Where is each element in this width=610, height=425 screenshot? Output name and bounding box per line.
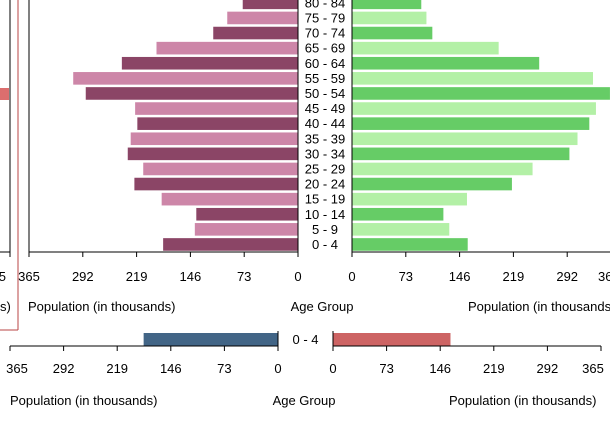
right-tick-label-0: 0 xyxy=(348,269,355,284)
right-bar-15 xyxy=(352,11,427,25)
right-tick-label-0: 0 xyxy=(329,361,336,376)
secondary-bars xyxy=(143,333,451,346)
right-bar-16 xyxy=(352,0,422,10)
age-label-7: 35 - 39 xyxy=(305,131,345,146)
right-bar-9 xyxy=(352,102,596,115)
left-bar-5 xyxy=(143,162,298,176)
left-tick-label-0: 365 xyxy=(6,361,28,376)
right-bar-1 xyxy=(352,223,450,236)
left-tick-label-2: 219 xyxy=(126,269,148,284)
left-bar-3 xyxy=(161,192,298,206)
left-axis-title: Population (in thousands) xyxy=(10,393,157,408)
right-tick-label-5: 365 xyxy=(582,361,604,376)
age-label-2: 10 - 14 xyxy=(305,207,345,222)
age-label-13: 65 - 69 xyxy=(305,41,345,56)
right-bar-3 xyxy=(352,192,467,206)
left-tick-label-0: 365 xyxy=(18,269,40,284)
right-tick-label-5-partial: 36 xyxy=(598,269,610,284)
age-label-0: 0 - 4 xyxy=(292,332,318,347)
edge-tick-label: 365 xyxy=(0,269,6,284)
right-bar-14 xyxy=(352,26,433,40)
right-bar-8 xyxy=(352,117,590,130)
main-axes: 365 292 219 146 73 0 0 73 146 219 292 36 Population … xyxy=(18,0,610,314)
left-bar-16 xyxy=(242,0,298,10)
right-bar-13 xyxy=(352,41,499,55)
age-label-9: 45 - 49 xyxy=(305,101,345,116)
population-pyramid-secondary: 0 - 4 365 292 219 146 73 0 0 73 146 219 292 365 Popu… xyxy=(6,331,604,408)
left-tick-label-1: 292 xyxy=(53,361,75,376)
age-label-10: 50 - 54 xyxy=(305,86,345,101)
secondary-age-labels: 0 - 4 xyxy=(292,332,318,347)
left-bar-6 xyxy=(127,147,298,161)
left-bar-15 xyxy=(227,11,298,25)
age-label-0: 0 - 4 xyxy=(312,237,338,252)
right-bar-0 xyxy=(352,238,468,251)
age-label-12: 60 - 64 xyxy=(305,56,345,71)
left-bar-11 xyxy=(73,72,298,85)
main-bars xyxy=(73,0,610,251)
age-label-4: 20 - 24 xyxy=(305,177,345,192)
age-label-1: 5 - 9 xyxy=(312,222,338,237)
left-bar-1 xyxy=(194,223,298,236)
left-tick-label-5: 0 xyxy=(294,269,301,284)
right-tick-label-3: 219 xyxy=(503,269,525,284)
right-bar-12 xyxy=(352,56,540,70)
left-tick-label-1: 292 xyxy=(72,269,94,284)
edge-bar-fragment xyxy=(0,88,9,100)
age-label-15: 75 - 79 xyxy=(305,10,345,25)
age-label-11: 55 - 59 xyxy=(305,71,345,86)
right-bar-5 xyxy=(352,162,533,176)
left-tick-label-3: 146 xyxy=(180,269,202,284)
age-label-5: 25 - 29 xyxy=(305,161,345,176)
right-axis-title: Population (in thousands) xyxy=(449,393,596,408)
left-tick-label-2: 219 xyxy=(106,361,128,376)
edge-axis-title: s) xyxy=(0,299,11,314)
left-bar-9 xyxy=(135,102,298,115)
left-bar-2 xyxy=(196,207,298,221)
right-axis-title: Population (in thousands) xyxy=(468,299,610,314)
right-tick-label-1: 73 xyxy=(399,269,413,284)
left-bar-7 xyxy=(130,132,298,146)
age-label-8: 40 - 44 xyxy=(305,116,345,131)
right-bar-0 xyxy=(333,333,451,346)
left-axis-title: Population (in thousands) xyxy=(28,299,175,314)
left-edge-fragments: 365 s) xyxy=(0,0,19,331)
left-bar-10 xyxy=(85,87,298,100)
left-tick-label-3: 146 xyxy=(160,361,182,376)
left-bar-13 xyxy=(156,41,298,55)
right-tick-label-1: 73 xyxy=(379,361,393,376)
age-label-14: 70 - 74 xyxy=(305,26,345,41)
right-bar-10 xyxy=(352,87,610,100)
right-bar-4 xyxy=(352,177,512,191)
left-bar-0 xyxy=(163,238,298,251)
right-tick-label-4: 292 xyxy=(556,269,578,284)
center-axis-title: Age Group xyxy=(273,393,336,408)
left-bar-8 xyxy=(137,117,298,130)
center-axis-title: Age Group xyxy=(291,299,354,314)
right-tick-label-4: 292 xyxy=(537,361,559,376)
right-tick-label-2: 146 xyxy=(449,269,471,284)
left-tick-label-4: 73 xyxy=(217,361,231,376)
right-tick-label-3: 219 xyxy=(483,361,505,376)
left-bar-0 xyxy=(143,333,278,346)
left-bar-4 xyxy=(134,177,298,191)
right-tick-label-2: 146 xyxy=(429,361,451,376)
right-bar-6 xyxy=(352,147,570,161)
age-label-16: 80 - 84 xyxy=(305,0,345,10)
right-bar-11 xyxy=(352,72,593,85)
left-bar-14 xyxy=(213,26,298,40)
left-bar-12 xyxy=(121,56,298,70)
age-label-3: 15 - 19 xyxy=(305,192,345,207)
age-label-6: 30 - 34 xyxy=(305,146,345,161)
right-bar-2 xyxy=(352,207,444,221)
right-bar-7 xyxy=(352,132,578,146)
left-tick-label-5: 0 xyxy=(274,361,281,376)
secondary-axes: 365 292 219 146 73 0 0 73 146 219 292 365 Population… xyxy=(6,331,604,408)
left-tick-label-4: 73 xyxy=(237,269,251,284)
